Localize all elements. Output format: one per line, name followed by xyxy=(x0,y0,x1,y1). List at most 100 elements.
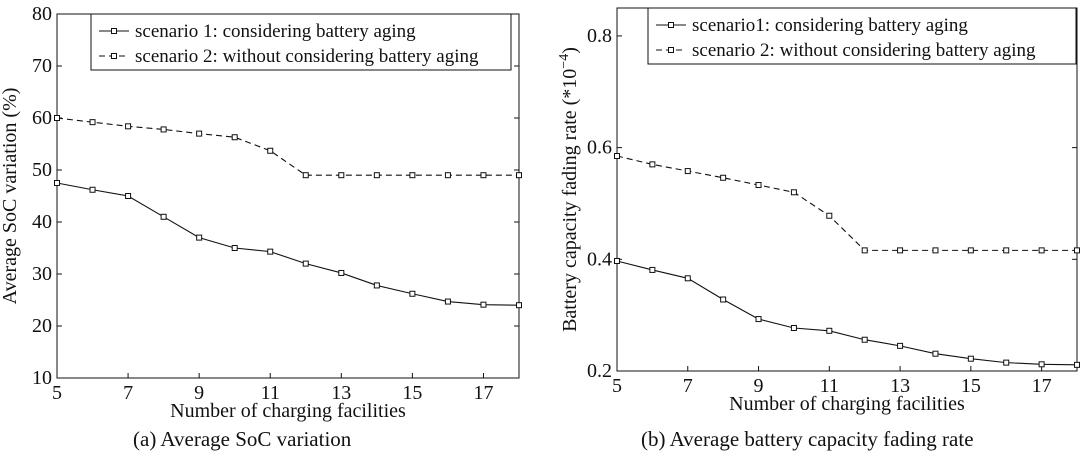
y-tick-label: 0.6 xyxy=(587,137,612,159)
legend-label-2: scenario 2: without considering battery … xyxy=(692,40,1036,61)
x-tick-label: 15 xyxy=(961,375,981,397)
data-point xyxy=(614,257,620,264)
data-point xyxy=(755,316,762,323)
data-point xyxy=(444,298,451,305)
y-tick-label: 40 xyxy=(32,211,52,233)
data-point xyxy=(720,174,727,181)
y-tick-label: 60 xyxy=(32,107,52,129)
y-tick-label: 0.4 xyxy=(587,248,612,270)
data-point xyxy=(338,172,345,179)
data-point xyxy=(967,247,974,254)
data-point xyxy=(54,180,60,186)
data-point xyxy=(932,350,939,357)
y-axis-label: Battery capacity fading rate (*10−4) xyxy=(557,47,581,332)
data-point xyxy=(302,260,309,267)
data-point xyxy=(1074,361,1080,368)
y-tick-label: 30 xyxy=(32,263,52,285)
chart-panel-1: 5 7 9 11 13 15 17 10 20 30 40 50 60 70 80 Number of cha… xyxy=(0,3,522,422)
data-point xyxy=(409,172,416,179)
legend-marker-1 xyxy=(668,22,674,28)
series-line-1 xyxy=(616,260,1078,366)
x-tick-label: 9 xyxy=(754,375,764,397)
x-tick-label: 11 xyxy=(261,382,280,404)
data-point xyxy=(409,290,416,297)
x-tick-label: 11 xyxy=(820,375,839,397)
legend-box xyxy=(90,13,512,71)
data-point xyxy=(516,172,522,179)
data-point xyxy=(160,213,167,220)
caption-right: (b) Average battery capacity fading rate xyxy=(641,427,974,451)
legend-label-2: scenario 2: without considering battery … xyxy=(135,46,479,67)
legend-label-1: scenario 1: considering battery aging xyxy=(135,21,416,42)
data-point xyxy=(54,115,60,121)
y-tick-label: 70 xyxy=(32,55,52,77)
y-tick-label: 0.8 xyxy=(587,25,612,47)
data-point xyxy=(373,282,380,289)
data-point xyxy=(720,296,727,303)
data-point xyxy=(267,248,274,255)
data-point xyxy=(160,126,167,133)
data-point xyxy=(861,247,868,254)
chart-panel-2: 5 7 9 11 13 15 17 0.2 0.4 0.6 0.8 Number of chargin… xyxy=(557,7,1080,415)
data-point xyxy=(302,172,309,179)
data-point xyxy=(790,324,797,331)
data-point xyxy=(480,172,487,179)
data-point xyxy=(861,336,868,343)
y-tick-label: 80 xyxy=(32,3,52,25)
legend-marker-2 xyxy=(111,53,117,59)
y-tick-label: 0.2 xyxy=(587,360,612,382)
data-point xyxy=(684,275,691,282)
data-point xyxy=(1003,359,1010,366)
x-tick-label: 7 xyxy=(683,375,693,397)
data-point xyxy=(231,134,238,141)
x-tick-label: 5 xyxy=(612,375,622,397)
data-point xyxy=(684,168,691,175)
y-tick-label: 50 xyxy=(32,159,52,181)
data-point xyxy=(649,161,656,168)
data-point xyxy=(196,234,203,241)
legend-label-1: scenario1: considering battery aging xyxy=(692,15,968,36)
y-tick-label: 20 xyxy=(32,315,52,337)
data-point xyxy=(338,269,345,276)
x-axis-label: Number of charging facilities xyxy=(729,393,965,415)
x-tick-label: 13 xyxy=(890,375,910,397)
data-point xyxy=(932,247,939,254)
data-point xyxy=(89,186,96,193)
x-tick-label: 15 xyxy=(402,382,422,404)
data-point xyxy=(231,245,238,251)
x-tick-label: 13 xyxy=(331,382,351,404)
x-tick-label: 9 xyxy=(194,382,204,404)
data-point xyxy=(755,182,762,189)
x-tick-label: 17 xyxy=(1032,375,1052,397)
series-line-1 xyxy=(56,182,520,306)
x-tick-label: 7 xyxy=(123,382,133,404)
data-point xyxy=(1074,247,1080,254)
data-point xyxy=(897,247,904,254)
data-point xyxy=(826,327,833,334)
data-point xyxy=(1003,247,1010,254)
data-point xyxy=(967,355,974,362)
y-axis-label: Average SoC variation (%) xyxy=(0,88,21,305)
y-tick-label: 10 xyxy=(32,367,52,389)
legend-marker-1 xyxy=(111,28,117,34)
data-point xyxy=(790,189,797,196)
x-tick-label: 17 xyxy=(473,382,493,404)
data-point xyxy=(649,266,656,273)
data-point xyxy=(480,301,487,308)
data-point xyxy=(1038,361,1045,368)
data-point xyxy=(444,172,451,179)
legend-marker-2 xyxy=(668,47,674,53)
data-point xyxy=(373,172,380,179)
legend-box xyxy=(647,7,1077,65)
data-point xyxy=(614,152,620,159)
data-point xyxy=(897,342,904,349)
x-tick-label: 5 xyxy=(52,382,62,404)
x-axis-label: Number of charging facilities xyxy=(170,400,406,422)
data-point xyxy=(1038,247,1045,254)
data-point xyxy=(267,147,274,154)
data-point xyxy=(125,193,132,199)
caption-left: (a) Average SoC variation xyxy=(133,427,352,451)
data-point xyxy=(826,212,833,219)
data-point xyxy=(196,130,203,137)
